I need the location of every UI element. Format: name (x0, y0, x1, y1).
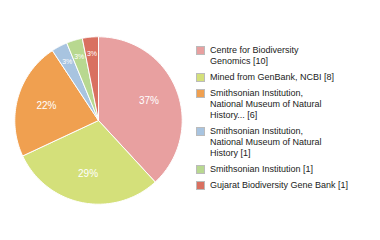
svg-text:29%: 29% (78, 168, 98, 179)
html-text:Mined from GenBank, NCBI [8]: Mined from GenBank, NCBI [8] (210, 71, 335, 82)
html-text:Centre for Biodiversity Genomi: Centre for Biodiversity Genomics [10] (210, 44, 299, 66)
html-text:Smithsonian Institution [1]: Smithsonian Institution [1] (210, 163, 314, 174)
html-text:Gujarat Biodiversity Gene Bank: Gujarat Biodiversity Gene Bank [1] (210, 179, 349, 190)
svg-text:3%: 3% (62, 58, 72, 65)
svg-text:3%: 3% (87, 50, 97, 57)
html-text:Smithsonian Institution, Natio: Smithsonian Institution, National Museum… (210, 87, 322, 120)
html-text:Smithsonian Institution, Natio: Smithsonian Institution, National Museum… (210, 125, 322, 158)
svg-text:3%: 3% (74, 53, 84, 60)
svg-text:22%: 22% (36, 100, 56, 111)
svg-text:37%: 37% (139, 95, 159, 106)
